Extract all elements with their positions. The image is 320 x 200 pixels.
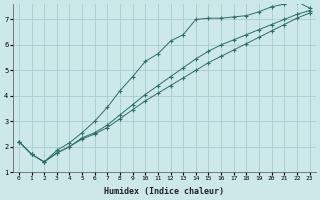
X-axis label: Humidex (Indice chaleur): Humidex (Indice chaleur): [104, 187, 224, 196]
